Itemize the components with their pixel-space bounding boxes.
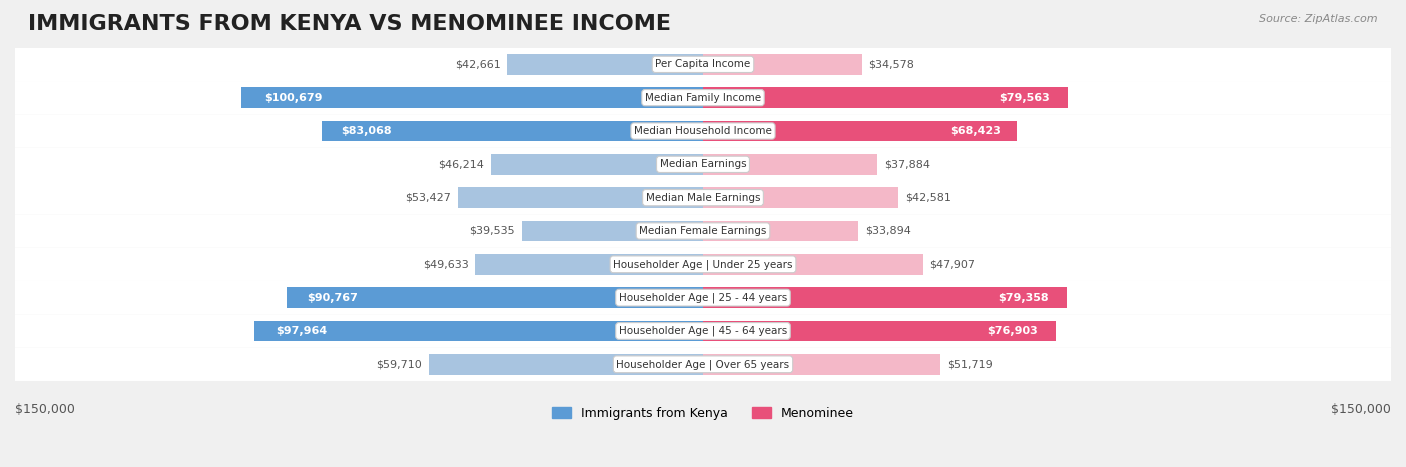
- Bar: [458, 187, 703, 208]
- Text: $76,903: $76,903: [987, 326, 1038, 336]
- Text: $68,423: $68,423: [950, 126, 1001, 136]
- FancyBboxPatch shape: [15, 248, 1391, 281]
- Bar: [322, 120, 703, 142]
- Text: Source: ZipAtlas.com: Source: ZipAtlas.com: [1260, 14, 1378, 24]
- Text: Householder Age | Under 25 years: Householder Age | Under 25 years: [613, 259, 793, 269]
- FancyBboxPatch shape: [15, 347, 1391, 381]
- Bar: [703, 354, 941, 375]
- Text: Median Household Income: Median Household Income: [634, 126, 772, 136]
- Text: $97,964: $97,964: [276, 326, 328, 336]
- FancyBboxPatch shape: [15, 314, 1391, 347]
- FancyBboxPatch shape: [15, 214, 1391, 248]
- Text: IMMIGRANTS FROM KENYA VS MENOMINEE INCOME: IMMIGRANTS FROM KENYA VS MENOMINEE INCOM…: [28, 14, 671, 34]
- Text: $42,661: $42,661: [454, 59, 501, 70]
- Text: Median Male Earnings: Median Male Earnings: [645, 193, 761, 203]
- Bar: [703, 54, 862, 75]
- Text: $90,767: $90,767: [308, 293, 359, 303]
- Text: $46,214: $46,214: [439, 159, 484, 170]
- Bar: [703, 120, 1017, 142]
- Text: $53,427: $53,427: [405, 193, 451, 203]
- Text: $150,000: $150,000: [1331, 403, 1391, 416]
- Text: $39,535: $39,535: [470, 226, 515, 236]
- FancyBboxPatch shape: [15, 114, 1391, 148]
- Bar: [242, 87, 703, 108]
- Text: $33,894: $33,894: [865, 226, 911, 236]
- Text: Median Family Income: Median Family Income: [645, 92, 761, 103]
- FancyBboxPatch shape: [15, 148, 1391, 181]
- Text: $100,679: $100,679: [264, 92, 323, 103]
- Text: $37,884: $37,884: [883, 159, 929, 170]
- Bar: [703, 154, 877, 175]
- Text: Householder Age | 45 - 64 years: Householder Age | 45 - 64 years: [619, 325, 787, 336]
- Text: $79,358: $79,358: [998, 293, 1049, 303]
- Text: $34,578: $34,578: [869, 59, 914, 70]
- Text: $42,581: $42,581: [905, 193, 950, 203]
- Text: Median Earnings: Median Earnings: [659, 159, 747, 170]
- FancyBboxPatch shape: [15, 48, 1391, 81]
- Text: $51,719: $51,719: [948, 359, 993, 369]
- Bar: [703, 321, 1056, 341]
- FancyBboxPatch shape: [15, 81, 1391, 114]
- Bar: [703, 187, 898, 208]
- Bar: [429, 354, 703, 375]
- Bar: [703, 221, 859, 241]
- Bar: [522, 221, 703, 241]
- Text: Median Female Earnings: Median Female Earnings: [640, 226, 766, 236]
- Text: Per Capita Income: Per Capita Income: [655, 59, 751, 70]
- Text: $59,710: $59,710: [377, 359, 422, 369]
- Bar: [703, 287, 1067, 308]
- Bar: [287, 287, 703, 308]
- Bar: [253, 321, 703, 341]
- Bar: [475, 254, 703, 275]
- Text: Householder Age | 25 - 44 years: Householder Age | 25 - 44 years: [619, 292, 787, 303]
- Text: $83,068: $83,068: [342, 126, 392, 136]
- FancyBboxPatch shape: [15, 281, 1391, 314]
- Text: $150,000: $150,000: [15, 403, 75, 416]
- Text: $47,907: $47,907: [929, 259, 976, 269]
- Text: $49,633: $49,633: [423, 259, 468, 269]
- Text: Householder Age | Over 65 years: Householder Age | Over 65 years: [616, 359, 790, 369]
- Text: $79,563: $79,563: [998, 92, 1050, 103]
- Bar: [508, 54, 703, 75]
- Legend: Immigrants from Kenya, Menominee: Immigrants from Kenya, Menominee: [547, 402, 859, 425]
- Bar: [703, 254, 922, 275]
- Bar: [703, 87, 1069, 108]
- FancyBboxPatch shape: [15, 181, 1391, 214]
- Bar: [491, 154, 703, 175]
